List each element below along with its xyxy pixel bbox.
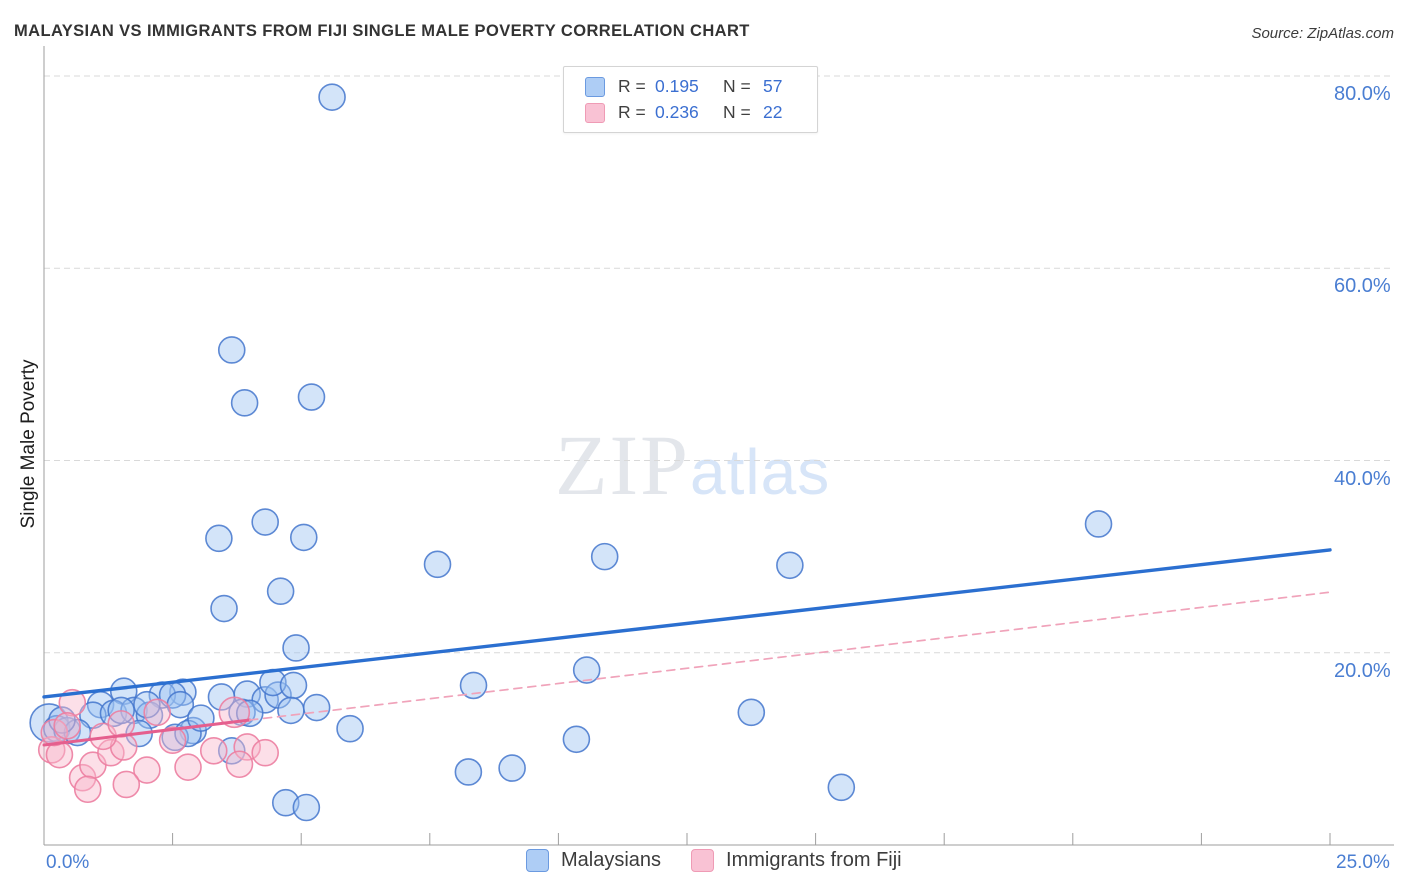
malaysians-point: [572, 656, 601, 684]
malaysians-point: [562, 725, 591, 754]
fiji-point: [158, 726, 187, 755]
fiji-point: [112, 770, 141, 799]
malaysians-point: [205, 524, 233, 553]
y-tick-label: 80.0%: [1334, 83, 1391, 105]
malaysians-point: [454, 758, 483, 786]
fiji-point: [107, 710, 135, 738]
malaysians-point: [282, 634, 310, 662]
malaysians-point: [292, 793, 321, 822]
legend-item-fiji[interactable]: Immigrants from Fiji: [691, 849, 902, 872]
malaysians-swatch-icon: [526, 849, 549, 872]
malaysians-point: [266, 577, 295, 606]
fiji-point: [40, 718, 69, 747]
fiji-trend-line: [42, 718, 252, 747]
r-label: R =: [618, 76, 646, 96]
fiji-swatch-icon: [585, 102, 605, 123]
fiji-swatch-icon: [691, 849, 715, 872]
malaysians-swatch-icon: [585, 76, 605, 97]
y-axis-title: Single Male Poverty: [18, 359, 39, 529]
x-axis-max-label: 25.0%: [1336, 852, 1390, 873]
r-value: 0.236: [655, 102, 699, 122]
malaysians-point: [1084, 510, 1113, 538]
n-value: 57: [763, 76, 783, 96]
malaysians-point: [498, 754, 526, 782]
malaysians-point: [271, 788, 300, 817]
correlation-legend: R = 0.195 N = 57 R = 0.236 N = 22: [563, 66, 818, 133]
fiji-point: [53, 712, 81, 740]
legend-row-malaysians: R = 0.195 N = 57: [564, 76, 817, 97]
watermark-zip: ZIP: [555, 417, 690, 513]
fiji-point: [45, 740, 74, 769]
legend-item-label: Malaysians: [561, 849, 662, 871]
malaysians-point: [737, 698, 766, 727]
fiji-trend-line: [248, 591, 1331, 721]
malaysians-point: [318, 83, 346, 111]
malaysians-point: [590, 542, 619, 571]
legend-row-fiji: R = 0.236 N = 22: [564, 102, 817, 123]
malaysians-point: [210, 594, 238, 623]
y-tick-label: 60.0%: [1334, 275, 1391, 298]
malaysians-point: [297, 383, 326, 411]
fiji-point: [251, 738, 279, 767]
fiji-point: [133, 756, 161, 784]
fiji-point: [199, 736, 228, 765]
fiji-point: [73, 775, 102, 804]
y-tick-label: 20.0%: [1334, 659, 1391, 682]
page-title: MALAYSIAN VS IMMIGRANTS FROM FIJI SINGLE…: [14, 22, 750, 40]
malaysians-point: [217, 336, 246, 364]
malaysians-point: [776, 551, 804, 580]
watermark-atlas: atlas: [690, 436, 831, 508]
malaysians-point: [251, 508, 279, 536]
malaysians-point: [423, 550, 452, 579]
r-label: R =: [618, 102, 646, 122]
fiji-point: [58, 688, 87, 717]
fiji-point: [174, 753, 202, 781]
fiji-point: [233, 733, 261, 761]
x-axis-min-label: 0.0%: [46, 852, 90, 873]
zipatlas-watermark: ZIPatlas: [555, 415, 830, 515]
y-tick-label: 40.0%: [1334, 467, 1391, 490]
series-legend: Malaysians Immigrants from Fiji: [526, 849, 902, 872]
fiji-point: [143, 698, 171, 727]
malaysians-point: [279, 671, 308, 700]
malaysians-point: [277, 696, 305, 725]
malaysians-trend-line: [42, 548, 1332, 699]
r-value: 0.195: [655, 76, 699, 96]
n-label: N =: [723, 102, 751, 122]
fiji-point: [225, 750, 254, 779]
legend-item-label: Immigrants from Fiji: [726, 849, 902, 871]
legend-item-malaysians[interactable]: Malaysians: [526, 849, 661, 872]
n-label: N =: [723, 76, 751, 96]
malaysians-point: [827, 773, 856, 802]
n-value: 22: [763, 102, 783, 122]
malaysians-point: [302, 693, 331, 722]
malaysians-point: [336, 714, 364, 743]
fiji-point: [97, 738, 125, 767]
malaysians-point: [289, 523, 318, 552]
source-credit: Source: ZipAtlas.com: [1251, 25, 1394, 42]
malaysians-point: [230, 389, 259, 417]
